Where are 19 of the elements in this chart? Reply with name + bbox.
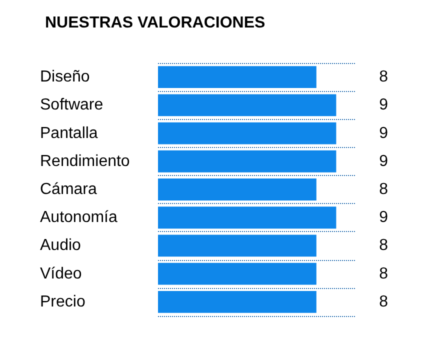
- y-tick-label: Software: [40, 96, 104, 114]
- chart-title: NUESTRAS VALORACIONES: [45, 14, 266, 32]
- y-tick-label: Cámara: [40, 181, 98, 198]
- data-label: 9: [379, 124, 388, 142]
- y-tick-label: Pantalla: [40, 124, 98, 142]
- y-tick-label: Audio: [40, 237, 82, 254]
- data-label: 9: [379, 209, 388, 226]
- y-tick-label: Diseño: [40, 68, 90, 86]
- data-label: 9: [379, 96, 388, 114]
- data-label: 8: [379, 265, 388, 282]
- data-label: 8: [379, 237, 388, 254]
- data-label: 8: [379, 68, 388, 86]
- y-tick-label: Autonomía: [40, 209, 118, 226]
- data-label: 9: [379, 152, 388, 170]
- data-label: 8: [379, 293, 388, 310]
- y-tick-label: Precio: [40, 293, 86, 310]
- y-tick-label: Rendimiento: [40, 152, 130, 170]
- data-label: 8: [379, 181, 388, 198]
- y-tick-label: Vídeo: [40, 265, 82, 282]
